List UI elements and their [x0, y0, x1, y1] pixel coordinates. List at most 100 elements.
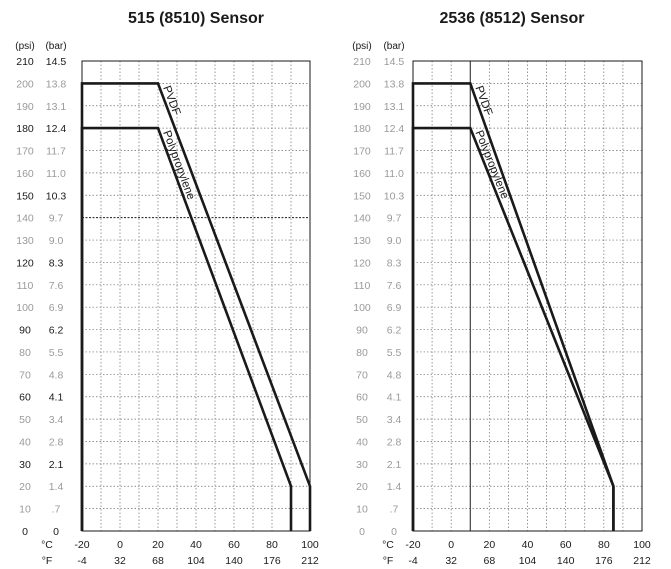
bar-tick-label: 9.0: [49, 235, 64, 247]
series-line-polypropylene: [80, 126, 293, 531]
psi-tick-label: 100: [16, 302, 34, 314]
bar-tick-label: 9.7: [387, 213, 402, 225]
psi-tick-label: 60: [19, 392, 31, 404]
psi-unit-label: (psi): [15, 41, 34, 52]
bar-tick-label: 13.8: [384, 78, 405, 90]
fahrenheit-tick-label: 32: [445, 555, 457, 567]
chart-title: 2536 (8512) Sensor: [440, 10, 585, 27]
fahrenheit-tick-label: 104: [519, 555, 537, 567]
psi-tick-label: 120: [353, 257, 371, 269]
psi-tick-label: 0: [359, 526, 365, 538]
psi-tick-label: 0: [22, 526, 28, 538]
fahrenheit-tick-label: 140: [557, 555, 575, 567]
psi-tick-label: 60: [356, 392, 368, 404]
celsius-tick-label: 80: [266, 539, 278, 551]
celsius-tick-label: -20: [405, 539, 420, 551]
bar-tick-label: 4.1: [49, 392, 64, 404]
psi-tick-label: 50: [19, 414, 31, 426]
bar-tick-label: 10.3: [384, 190, 405, 202]
psi-tick-label: 190: [353, 101, 371, 113]
psi-tick-label: 110: [17, 280, 34, 292]
fahrenheit-tick-label: 212: [301, 555, 319, 567]
celsius-tick-label: 20: [483, 539, 495, 551]
bar-tick-label: 12.4: [46, 123, 67, 135]
bar-tick-label: 12.4: [384, 123, 405, 135]
psi-tick-label: 80: [19, 347, 31, 359]
bar-tick-label: 2.8: [49, 436, 64, 448]
celsius-unit-label: °C: [382, 539, 394, 551]
fahrenheit-tick-label: -4: [77, 555, 86, 567]
bar-tick-label: 0: [53, 526, 59, 538]
bar-tick-label: 7.6: [387, 280, 402, 292]
celsius-tick-label: 40: [522, 539, 534, 551]
fahrenheit-tick-label: 68: [152, 555, 164, 567]
bar-tick-label: 4.8: [387, 369, 402, 381]
bar-tick-label: 8.3: [49, 257, 64, 269]
bar-tick-label: 9.0: [387, 235, 402, 247]
bar-tick-label: 2.8: [387, 436, 402, 448]
bar-tick-label: 4.1: [387, 392, 402, 404]
fahrenheit-unit-label: °F: [383, 555, 394, 567]
psi-tick-label: 20: [356, 481, 368, 493]
bar-tick-label: 11.7: [384, 146, 404, 158]
celsius-tick-label: 0: [448, 539, 454, 551]
bar-tick-label: 13.1: [384, 101, 405, 113]
celsius-tick-label: 100: [301, 539, 319, 551]
celsius-tick-label: -20: [74, 539, 89, 551]
fahrenheit-unit-label: °F: [42, 555, 53, 567]
bar-tick-label: 5.5: [387, 347, 402, 359]
grid: [82, 61, 310, 531]
psi-tick-label: 30: [356, 459, 368, 471]
psi-tick-label: 200: [16, 78, 34, 90]
psi-tick-label: 10: [356, 504, 368, 516]
celsius-tick-label: 80: [598, 539, 610, 551]
celsius-tick-label: 60: [560, 539, 572, 551]
bar-tick-label: 13.8: [46, 78, 67, 90]
fahrenheit-tick-label: 104: [187, 555, 205, 567]
bar-unit-label: (bar): [383, 41, 404, 52]
bar-tick-label: 6.9: [387, 302, 402, 314]
bar-tick-label: 1.4: [387, 481, 402, 493]
psi-tick-label: 200: [353, 78, 371, 90]
fahrenheit-tick-label: 32: [114, 555, 126, 567]
bar-tick-label: 3.4: [49, 414, 64, 426]
psi-tick-label: 20: [19, 481, 31, 493]
psi-tick-label: 90: [19, 325, 31, 337]
fahrenheit-tick-label: 176: [595, 555, 613, 567]
bar-tick-label: .7: [52, 504, 61, 516]
celsius-tick-label: 100: [633, 539, 651, 551]
celsius-tick-label: 40: [190, 539, 202, 551]
celsius-tick-label: 0: [117, 539, 123, 551]
fahrenheit-tick-label: 68: [483, 555, 495, 567]
bar-tick-label: 13.1: [46, 101, 67, 113]
fahrenheit-tick-label: 176: [263, 555, 281, 567]
bar-tick-label: 9.7: [49, 213, 64, 225]
psi-unit-label: (psi): [352, 41, 371, 52]
psi-tick-label: 90: [356, 325, 368, 337]
fahrenheit-tick-label: 212: [633, 555, 651, 567]
psi-tick-label: 140: [353, 213, 371, 225]
psi-tick-label: 140: [16, 213, 34, 225]
psi-tick-label: 120: [16, 257, 34, 269]
psi-tick-label: 180: [353, 123, 371, 135]
bar-tick-label: 5.5: [49, 347, 64, 359]
bar-tick-label: 11.0: [46, 168, 66, 180]
bar-tick-label: 2.1: [387, 459, 402, 471]
psi-tick-label: 130: [16, 235, 34, 247]
psi-tick-label: 10: [19, 504, 31, 516]
bar-tick-label: 1.4: [49, 481, 64, 493]
bar-unit-label: (bar): [45, 41, 66, 52]
bar-tick-label: 11.7: [46, 146, 66, 158]
chart-title: 515 (8510) Sensor: [128, 10, 264, 27]
psi-tick-label: 160: [16, 168, 34, 180]
bar-tick-label: 2.1: [49, 459, 64, 471]
psi-tick-label: 130: [353, 235, 371, 247]
bar-tick-label: 4.8: [49, 369, 64, 381]
bar-tick-label: 8.3: [387, 257, 402, 269]
celsius-tick-label: 20: [152, 539, 164, 551]
psi-tick-label: 210: [353, 56, 371, 68]
psi-tick-label: 40: [19, 436, 31, 448]
bar-tick-label: 6.2: [387, 325, 402, 337]
